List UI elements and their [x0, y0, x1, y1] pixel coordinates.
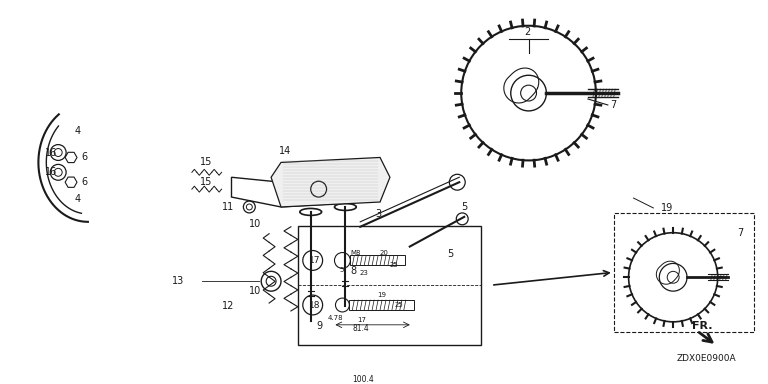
Text: 23: 23: [359, 270, 368, 276]
Text: 5: 5: [462, 202, 468, 212]
Text: 6: 6: [81, 177, 87, 187]
Text: 25: 25: [395, 302, 404, 308]
Text: 12: 12: [222, 301, 234, 311]
Text: 4: 4: [75, 194, 81, 204]
Bar: [349, 300, 414, 310]
Text: 15: 15: [200, 157, 212, 167]
Text: FR.: FR.: [692, 321, 713, 331]
Text: 18: 18: [309, 301, 320, 310]
Text: 81.4: 81.4: [353, 324, 369, 333]
Text: 15: 15: [200, 177, 212, 187]
Text: 5: 5: [339, 267, 344, 273]
Text: 19: 19: [377, 292, 386, 298]
Text: 7: 7: [737, 228, 743, 238]
Text: 16: 16: [45, 147, 58, 157]
Text: 5: 5: [448, 248, 454, 258]
Text: 9: 9: [316, 321, 323, 331]
Text: 2: 2: [525, 27, 531, 37]
Bar: [614, 213, 754, 332]
Text: 17: 17: [309, 256, 320, 265]
Text: 4: 4: [75, 126, 81, 136]
Text: 13: 13: [172, 276, 184, 286]
Text: 11: 11: [222, 202, 233, 212]
Text: ZDX0E0900A: ZDX0E0900A: [677, 354, 737, 363]
Text: 8: 8: [350, 266, 356, 276]
Text: 100.4: 100.4: [353, 375, 374, 384]
Text: 17: 17: [357, 317, 366, 323]
Polygon shape: [271, 157, 390, 207]
Text: 6: 6: [81, 152, 87, 162]
Text: 14: 14: [279, 146, 291, 156]
Text: 19: 19: [661, 203, 674, 213]
Text: 16: 16: [45, 167, 58, 177]
Text: 4.78: 4.78: [328, 315, 343, 321]
Text: 3: 3: [375, 209, 381, 219]
Bar: [298, 226, 481, 344]
Text: 10: 10: [250, 219, 262, 229]
Bar: [350, 255, 405, 265]
Text: 20: 20: [379, 250, 388, 255]
Text: 7: 7: [610, 100, 616, 110]
Text: 25: 25: [390, 262, 399, 268]
Text: M8: M8: [350, 250, 361, 255]
Text: 10: 10: [250, 286, 262, 296]
